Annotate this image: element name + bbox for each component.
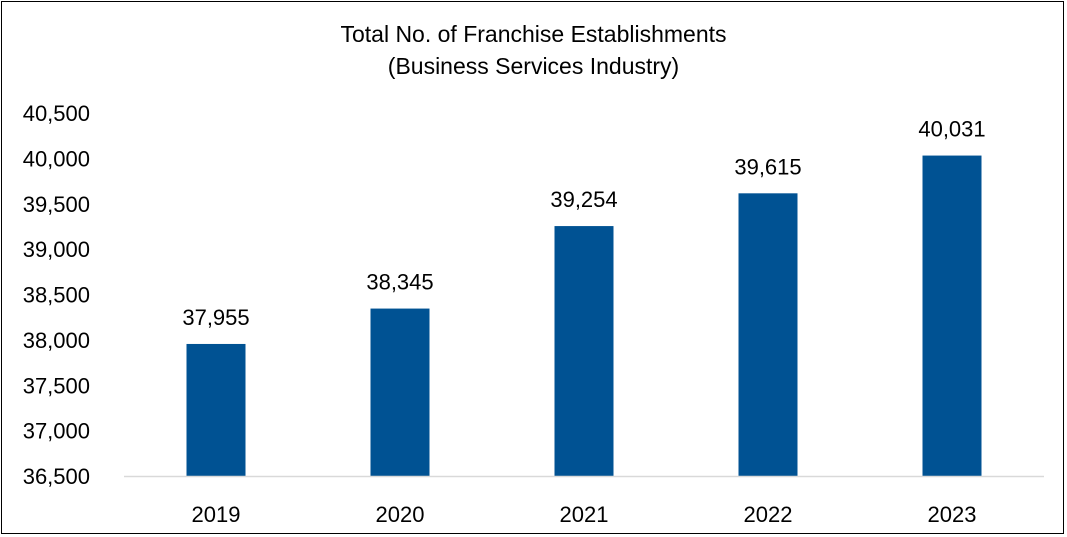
y-tick-label: 38,500 bbox=[23, 283, 90, 308]
data-label: 37,955 bbox=[182, 305, 249, 330]
chart-title-line-2: (Business Services Industry) bbox=[387, 53, 680, 79]
y-tick-label: 37,500 bbox=[23, 373, 90, 398]
data-label: 38,345 bbox=[366, 270, 433, 295]
x-tick-label: 2019 bbox=[192, 502, 241, 527]
data-label: 39,254 bbox=[550, 187, 617, 212]
x-tick-label: 2023 bbox=[928, 502, 977, 527]
chart-title: Total No. of Franchise Establishments (B… bbox=[0, 18, 1067, 82]
bar bbox=[554, 226, 614, 476]
x-tick-label: 2021 bbox=[560, 502, 609, 527]
data-label: 39,615 bbox=[734, 154, 801, 179]
bar bbox=[738, 193, 798, 476]
y-tick-label: 40,500 bbox=[23, 101, 90, 126]
y-tick-label: 40,000 bbox=[23, 146, 90, 171]
bar bbox=[370, 308, 430, 476]
x-tick-label: 2022 bbox=[744, 502, 793, 527]
x-tick-label: 2020 bbox=[376, 502, 425, 527]
chart-title-line-1: Total No. of Franchise Establishments bbox=[340, 21, 727, 47]
y-tick-label: 37,000 bbox=[23, 419, 90, 444]
y-tick-label: 39,500 bbox=[23, 192, 90, 217]
y-tick-label: 38,000 bbox=[23, 328, 90, 353]
data-label: 40,031 bbox=[918, 117, 985, 142]
y-tick-label: 36,500 bbox=[23, 464, 90, 489]
bar bbox=[186, 343, 246, 476]
y-tick-label: 39,000 bbox=[23, 237, 90, 262]
bar bbox=[922, 155, 982, 476]
